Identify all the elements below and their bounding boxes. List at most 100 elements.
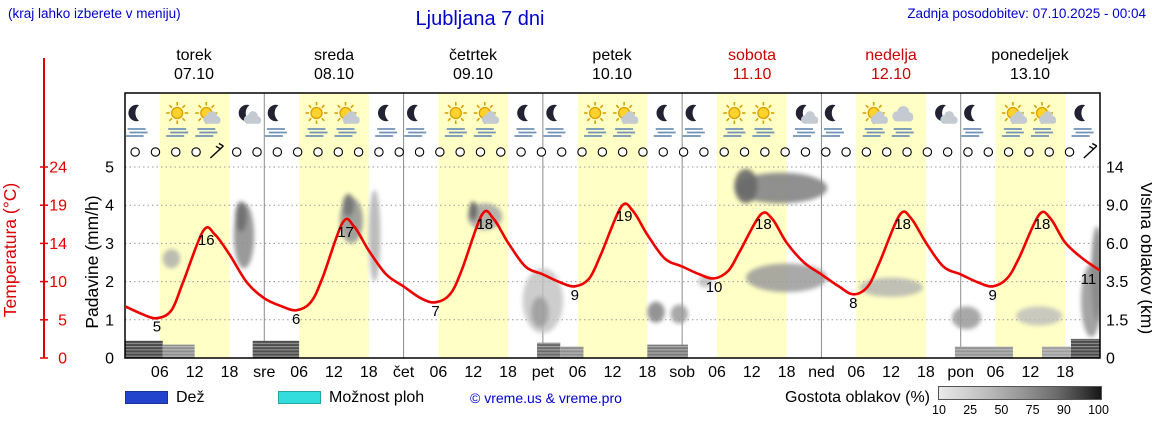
svg-text:9: 9	[988, 287, 996, 304]
density-tick: 50	[994, 403, 1009, 417]
svg-text:18: 18	[778, 364, 796, 381]
svg-text:06: 06	[847, 364, 865, 381]
density-tick: 100	[1088, 403, 1109, 417]
temperature-value-labels: 16 17 18 19 18 18 18 5 6 7 9 10 8 9 11	[153, 208, 1096, 336]
svg-text:18: 18	[221, 364, 239, 381]
location-hint: (kraj lahko izberete v meniju)	[8, 6, 181, 21]
showers-legend-swatch	[278, 391, 321, 404]
svg-text:1.5: 1.5	[1106, 312, 1128, 329]
day-name: sobota	[727, 47, 777, 64]
svg-text:12: 12	[604, 364, 622, 381]
svg-text:9.0: 9.0	[1106, 198, 1128, 215]
svg-text:14: 14	[49, 236, 67, 253]
svg-text:4: 4	[105, 198, 114, 215]
weather-icon	[652, 104, 677, 137]
svg-text:5: 5	[105, 160, 114, 177]
svg-text:Višina oblakov (km): Višina oblakov (km)	[1137, 182, 1152, 334]
svg-text:12: 12	[882, 364, 900, 381]
day-date: 11.10	[732, 66, 772, 83]
weather-icon	[238, 104, 262, 124]
rain-legend-swatch	[125, 391, 168, 404]
svg-text:5: 5	[153, 319, 161, 336]
svg-text:06: 06	[429, 364, 447, 381]
density-tick: 25	[963, 403, 978, 417]
svg-text:06: 06	[708, 364, 726, 381]
day-date: 13.10	[1009, 66, 1051, 83]
day-header: nedelja 12.10	[821, 46, 961, 84]
svg-text:17: 17	[337, 224, 354, 241]
temperature-curve	[125, 202, 1100, 320]
day-header: četrtek 09.10	[403, 46, 543, 84]
svg-text:sob: sob	[669, 364, 695, 381]
density-tick: 90	[1056, 403, 1071, 417]
svg-text:12: 12	[325, 364, 343, 381]
svg-text:06: 06	[987, 364, 1005, 381]
svg-text:0: 0	[58, 351, 67, 368]
day-name: sreda	[313, 47, 355, 64]
svg-text:18: 18	[1056, 364, 1074, 381]
svg-text:06: 06	[569, 364, 587, 381]
day-header: sreda 08.10	[264, 46, 404, 84]
day-name: torek	[176, 47, 212, 64]
plot-border	[124, 92, 1101, 359]
svg-text:3: 3	[105, 236, 114, 253]
day-bands	[159, 93, 1066, 358]
day-header: petek 10.10	[542, 46, 682, 84]
weather-icon	[124, 104, 149, 137]
svg-text:12: 12	[186, 364, 204, 381]
svg-text:sre: sre	[253, 364, 275, 381]
svg-text:19: 19	[616, 208, 633, 225]
svg-text:čet: čet	[393, 364, 415, 381]
svg-text:ned: ned	[808, 364, 835, 381]
svg-text:pon: pon	[947, 364, 974, 381]
day-date: 08.10	[313, 66, 355, 83]
svg-text:12: 12	[743, 364, 761, 381]
svg-text:18: 18	[755, 216, 772, 233]
weather-icon	[681, 104, 706, 137]
day-date: 12.10	[870, 66, 912, 83]
weather-icon	[542, 104, 567, 137]
day-date: 09.10	[452, 66, 494, 83]
day-header: ponedeljek 13.10	[960, 46, 1100, 84]
svg-text:pet: pet	[532, 364, 555, 381]
svg-text:24: 24	[49, 160, 67, 177]
weather-icon	[821, 104, 845, 137]
cloud-density-scale	[938, 386, 1102, 400]
svg-text:18: 18	[499, 364, 517, 381]
day-name: ponedeljek	[991, 47, 1069, 64]
rain-legend-label: Dež	[176, 389, 205, 406]
weather-icon	[374, 104, 399, 137]
day-date: 07.10	[173, 66, 215, 83]
cloud-blobs	[162, 168, 1100, 337]
day-name: četrtek	[448, 47, 497, 64]
weather-icon	[513, 104, 538, 137]
density-tick: 10	[932, 403, 946, 417]
svg-text:0: 0	[1106, 351, 1115, 368]
day-header: sobota 11.10	[682, 46, 822, 84]
svg-text:11: 11	[1081, 271, 1097, 288]
credit-link[interactable]: © vreme.us & vreme.pro	[470, 390, 622, 406]
weather-icon	[792, 104, 819, 137]
svg-text:16: 16	[198, 232, 215, 249]
weather-icon	[264, 104, 288, 137]
last-updated: Zadnja posodobitev: 07.10.2025 - 00:04	[907, 6, 1146, 21]
cloud-density-label: Gostota oblakov (%)	[785, 389, 930, 406]
weather-icon	[960, 104, 985, 137]
svg-text:0: 0	[105, 351, 114, 368]
weather-icon	[403, 104, 428, 137]
svg-text:18: 18	[1034, 216, 1051, 233]
svg-text:2: 2	[105, 274, 114, 291]
svg-text:1: 1	[105, 312, 114, 329]
svg-text:6.0: 6.0	[1106, 236, 1128, 253]
svg-text:18: 18	[638, 364, 656, 381]
svg-text:06: 06	[290, 364, 308, 381]
day-date: 10.10	[591, 66, 633, 83]
day-name: nedelja	[865, 47, 917, 64]
density-tick: 75	[1025, 403, 1040, 417]
svg-text:18: 18	[476, 216, 493, 233]
svg-text:10: 10	[706, 279, 723, 296]
day-header: torek 07.10	[124, 46, 264, 84]
svg-text:8: 8	[849, 295, 857, 312]
